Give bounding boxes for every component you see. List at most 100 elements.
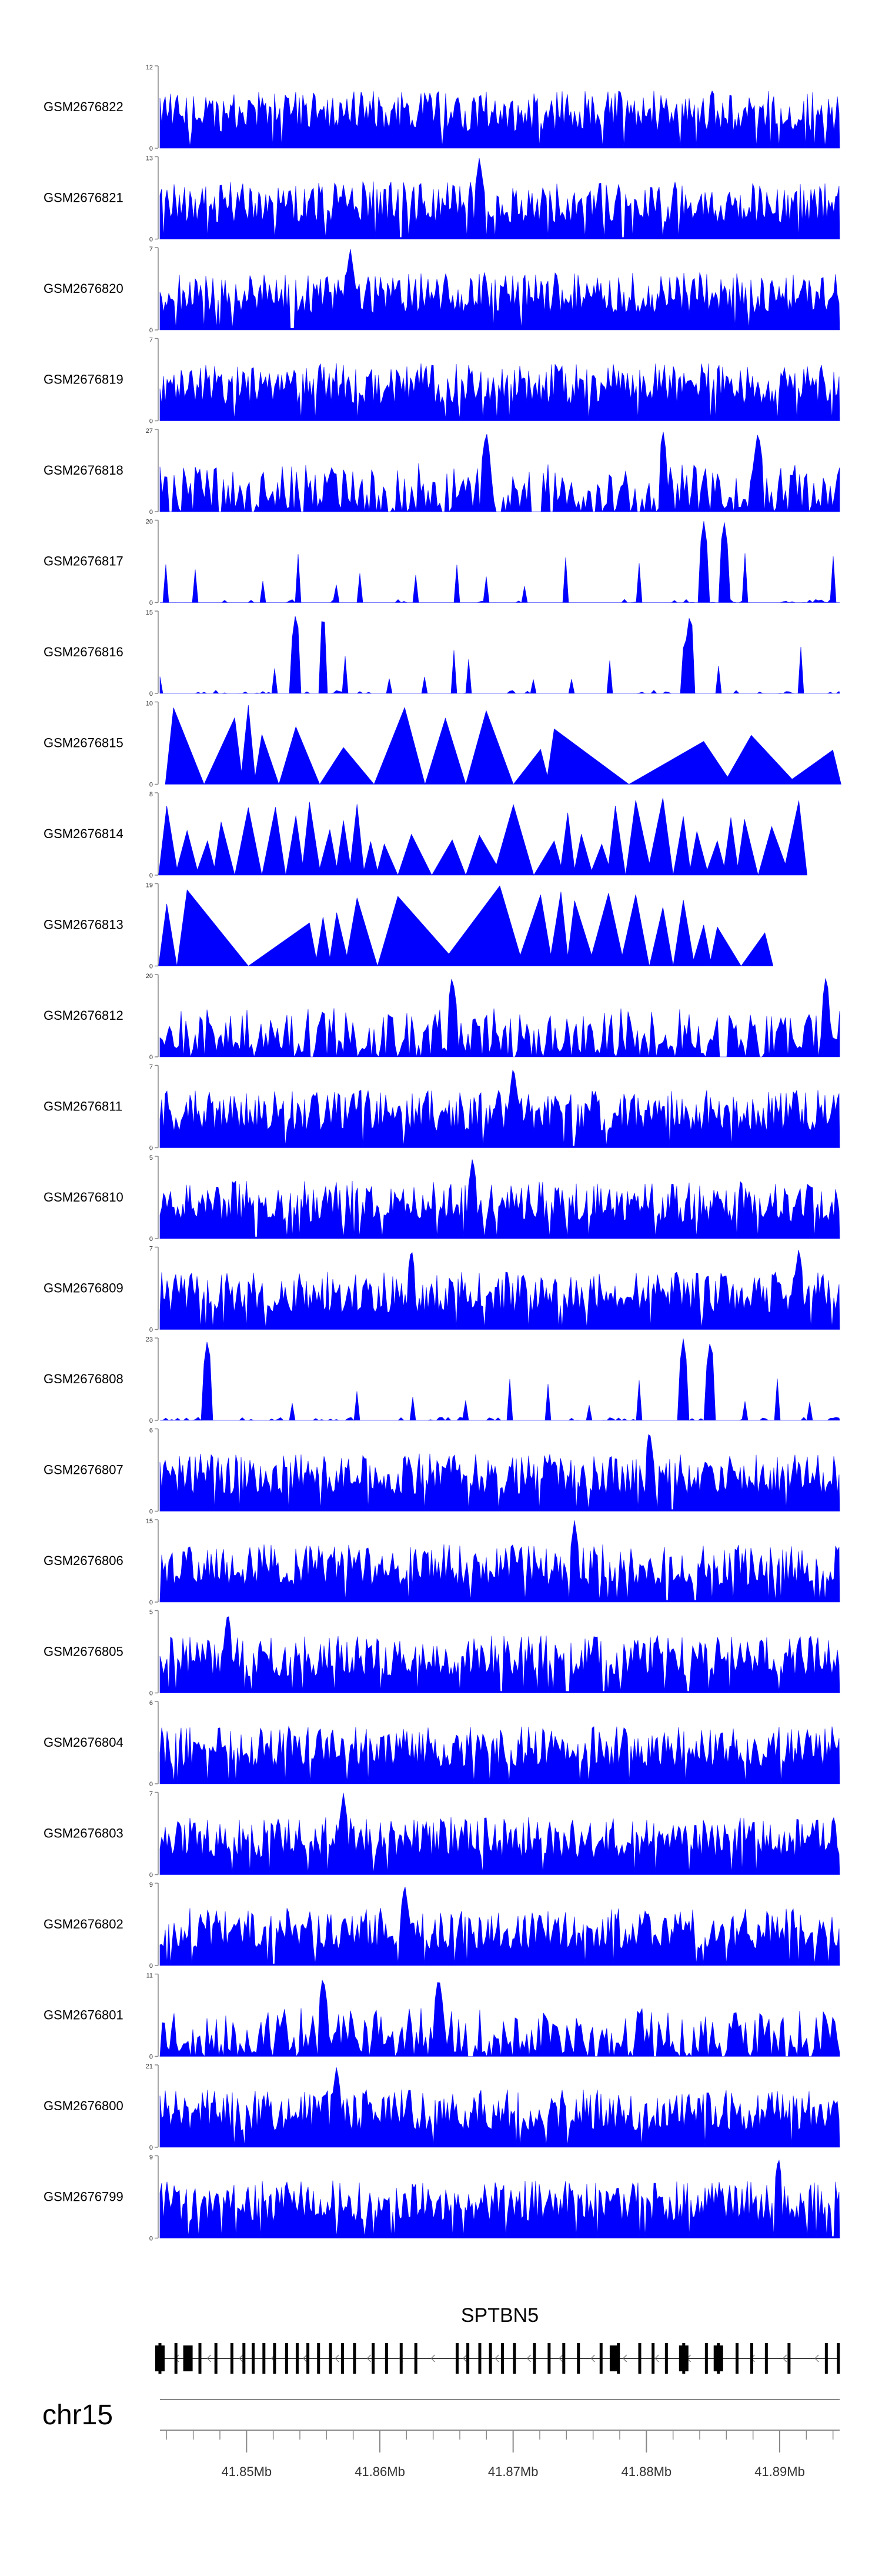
track-GSM2676806: GSM2676806 15 0 bbox=[44, 1518, 840, 1606]
track-GSM2676812: GSM2676812 20 0 bbox=[44, 973, 840, 1061]
track-ymax-label: 7 bbox=[149, 1791, 153, 1798]
track-GSM2676819: GSM2676819 7 0 bbox=[44, 337, 840, 425]
track-label: GSM2676811 bbox=[44, 1099, 122, 1114]
strand-arrow bbox=[814, 2354, 819, 2363]
exon bbox=[679, 2345, 689, 2371]
track-GSM2676807: GSM2676807 6 0 bbox=[44, 1427, 840, 1516]
genome-axis-track: chr15 41.85Mb 41.86Mb 41.87Mb 41.88Mb 41.89Mb bbox=[42, 2399, 840, 2479]
strand-arrow bbox=[559, 2354, 563, 2363]
exon bbox=[399, 2343, 403, 2374]
track-ymin-label: 0 bbox=[149, 1327, 153, 1334]
track-ymax-label: 7 bbox=[149, 1064, 153, 1071]
track-ymax-label: 15 bbox=[146, 609, 153, 616]
track-ymin-label: 0 bbox=[149, 690, 153, 698]
signal-area bbox=[159, 616, 840, 694]
chromosome-label: chr15 bbox=[42, 2400, 113, 2431]
strand-arrow bbox=[590, 2354, 595, 2363]
track-label: GSM2676816 bbox=[44, 645, 123, 659]
track-label: GSM2676817 bbox=[44, 554, 123, 569]
exon bbox=[372, 2343, 375, 2374]
track-ymin-label: 0 bbox=[149, 1236, 153, 1243]
exon bbox=[704, 2343, 708, 2374]
exon bbox=[787, 2343, 791, 2374]
axis-tick-label: 41.89Mb bbox=[754, 2464, 805, 2479]
exon bbox=[285, 2343, 288, 2374]
exon bbox=[385, 2343, 388, 2374]
exon bbox=[329, 2343, 332, 2374]
track-ymax-label: 9 bbox=[149, 2154, 153, 2161]
track-label: GSM2676822 bbox=[44, 99, 123, 114]
exon bbox=[735, 2343, 739, 2374]
exon bbox=[414, 2343, 417, 2374]
exon bbox=[750, 2343, 753, 2374]
track-ymax-label: 15 bbox=[146, 1518, 153, 1525]
track-ymax-label: 5 bbox=[149, 1154, 153, 1162]
signal-area bbox=[159, 978, 840, 1058]
track-GSM2676809: GSM2676809 7 0 bbox=[44, 1246, 840, 1334]
track-label: GSM2676818 bbox=[44, 463, 123, 478]
axis-tick-label: 41.86Mb bbox=[355, 2464, 405, 2479]
track-ymin-label: 0 bbox=[149, 327, 153, 334]
track-GSM2676799: GSM2676799 9 0 bbox=[44, 2154, 840, 2243]
exon bbox=[562, 2343, 566, 2374]
signal-area bbox=[159, 432, 840, 513]
exon bbox=[837, 2343, 840, 2374]
track-GSM2676808: GSM2676808 23 0 bbox=[44, 1336, 840, 1424]
axis-tick-label: 41.88Mb bbox=[622, 2464, 672, 2479]
track-label: GSM2676819 bbox=[44, 372, 123, 387]
signal-area bbox=[159, 90, 840, 149]
track-label: GSM2676821 bbox=[44, 191, 123, 205]
track-label: GSM2676807 bbox=[44, 1463, 123, 1477]
axis-tick-label: 41.87Mb bbox=[488, 2464, 539, 2479]
track-ymin-label: 0 bbox=[149, 2235, 153, 2243]
track-ymin-label: 0 bbox=[149, 236, 153, 243]
exon bbox=[478, 2343, 482, 2374]
exon bbox=[501, 2343, 505, 2374]
track-ymin-label: 0 bbox=[149, 2054, 153, 2061]
track-ymax-label: 27 bbox=[146, 428, 153, 435]
axis-tick-label: 41.85Mb bbox=[222, 2464, 272, 2479]
signal-area bbox=[159, 1338, 840, 1421]
signal-area bbox=[159, 1069, 840, 1148]
exon bbox=[242, 2343, 246, 2374]
track-ymax-label: 9 bbox=[149, 1881, 153, 1888]
signal-area bbox=[159, 1250, 840, 1330]
track-ymax-label: 8 bbox=[149, 791, 153, 798]
track-GSM2676818: GSM2676818 27 0 bbox=[44, 428, 840, 516]
track-ymin-label: 0 bbox=[149, 1509, 153, 1516]
track-ymax-label: 5 bbox=[149, 1609, 153, 1616]
exon bbox=[273, 2343, 276, 2374]
track-ymin-label: 0 bbox=[149, 509, 153, 516]
track-GSM2676811: GSM2676811 7 0 bbox=[44, 1064, 840, 1152]
track-ymax-label: 7 bbox=[149, 246, 153, 253]
exon bbox=[824, 2343, 828, 2374]
signal-area bbox=[159, 2160, 840, 2238]
track-label: GSM2676813 bbox=[44, 917, 123, 932]
signal-area bbox=[159, 1159, 840, 1239]
track-GSM2676816: GSM2676816 15 0 bbox=[44, 609, 840, 698]
signal-area bbox=[159, 249, 840, 331]
exon bbox=[295, 2343, 299, 2374]
track-GSM2676805: GSM2676805 5 0 bbox=[44, 1609, 840, 1697]
track-ymax-label: 6 bbox=[149, 1700, 153, 1707]
track-label: GSM2676815 bbox=[44, 736, 123, 750]
track-ymax-label: 11 bbox=[146, 1973, 153, 1980]
exon bbox=[214, 2343, 218, 2374]
track-ymin-label: 0 bbox=[149, 418, 153, 425]
track-GSM2676815: GSM2676815 10 0 bbox=[44, 700, 841, 789]
track-GSM2676801: GSM2676801 11 0 bbox=[44, 1973, 840, 2061]
track-ymax-label: 7 bbox=[149, 337, 153, 344]
track-ymax-label: 20 bbox=[146, 973, 153, 980]
track-label: GSM2676820 bbox=[44, 281, 123, 296]
track-GSM2676802: GSM2676802 9 0 bbox=[44, 1881, 840, 1970]
track-GSM2676813: GSM2676813 19 0 bbox=[44, 882, 774, 970]
track-GSM2676814: GSM2676814 8 0 bbox=[44, 791, 807, 879]
signal-area bbox=[160, 520, 840, 603]
signal-area bbox=[159, 158, 840, 239]
track-ymax-label: 6 bbox=[149, 1427, 153, 1434]
strand-arrow bbox=[366, 2354, 372, 2363]
signal-area bbox=[159, 1887, 840, 1966]
signal-area bbox=[159, 1520, 840, 1603]
signal-area bbox=[159, 1793, 840, 1875]
